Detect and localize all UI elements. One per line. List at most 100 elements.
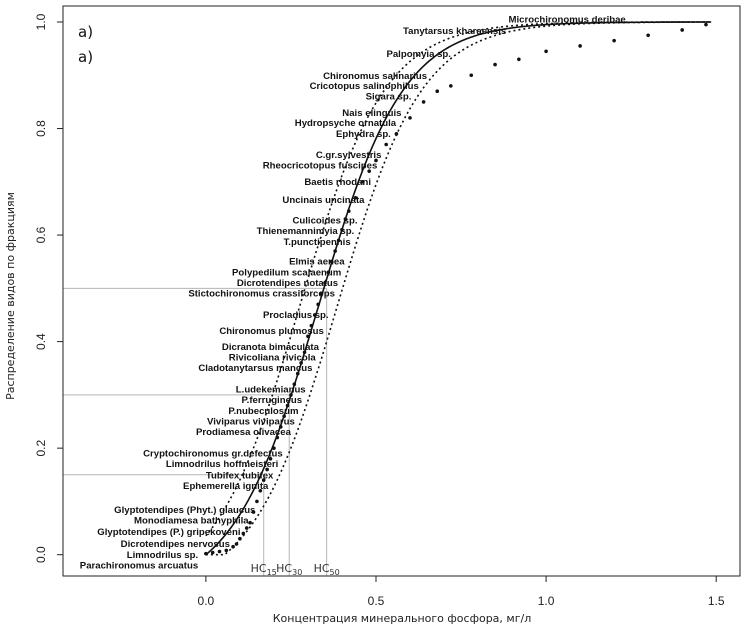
species-label-6: Nais elinguis (342, 108, 401, 119)
data-point-28 (312, 313, 317, 317)
species-label-15: T.punctipennis (284, 237, 351, 248)
data-point-56 (680, 28, 684, 32)
panel-label-2: a) (78, 48, 93, 66)
species-label-34: Glyptotendipes (Phyt.) glaucus (114, 505, 255, 516)
species-label-14: Thienemannimyia sp. (257, 226, 355, 237)
species-label-11: Baetis rhodani (304, 177, 371, 188)
data-point-36 (340, 227, 344, 232)
data-point-51 (517, 57, 521, 62)
data-point-17 (275, 435, 280, 440)
species-label-10: Rheocricotopus fuscipes (263, 160, 378, 171)
data-point-21 (289, 393, 293, 397)
species-label-21: Chironomus plumosus (219, 326, 323, 337)
x-tick-label-0: 0.0 (198, 594, 215, 608)
species-label-9: C.gr.sylvestris (316, 150, 382, 161)
data-point-14 (265, 467, 269, 472)
data-point-48 (449, 84, 453, 88)
data-points (204, 22, 708, 556)
data-point-42 (374, 158, 378, 163)
axes: 0.0 0.5 1.0 1.5 0.0 0.2 0.4 0.6 0.8 1.0 (34, 5, 741, 608)
species-label-38: Limnodrilus sp. (127, 550, 198, 561)
hc-label-1: HC30 (276, 562, 302, 577)
species-label-36: Glyptotendipes (P.) gripekoveni (97, 527, 240, 538)
species-label-18: Dicrotendipes notatus (237, 278, 338, 289)
species-label-39: Parachironomus arcuatus (80, 560, 198, 571)
data-point-18 (278, 425, 283, 429)
data-point-19 (282, 414, 286, 418)
lower-band (205, 21, 712, 537)
x-tick-label-2: 1.0 (538, 594, 555, 608)
data-point-57 (704, 22, 708, 27)
data-point-33 (329, 259, 334, 264)
data-point-2 (217, 549, 222, 554)
species-label-29: Prodiamesa olivacea (196, 427, 292, 438)
species-label-33: Ephemerella ignita (183, 481, 269, 492)
species-label-35: Monodiamesa bathyphila (134, 516, 249, 527)
data-point-8 (244, 526, 249, 530)
data-point-1 (210, 550, 215, 555)
data-point-47 (435, 89, 440, 94)
data-point-10 (251, 510, 256, 514)
species-label-5: Sigara sp. (366, 92, 412, 103)
x-tick-label-1: 0.5 (368, 594, 385, 608)
data-point-15 (268, 457, 273, 461)
data-point-31 (323, 281, 327, 285)
fit-curves (205, 21, 712, 556)
data-point-26 (306, 334, 310, 339)
species-label-22: Dicranota bimaculata (222, 342, 320, 353)
data-point-7 (241, 531, 246, 536)
species-label-12: Uncinais uncinata (282, 195, 365, 206)
species-label-17: Polypedilum scalaenum (232, 267, 341, 278)
data-point-16 (272, 446, 276, 450)
data-point-29 (316, 302, 320, 307)
data-point-45 (408, 116, 412, 120)
species-label-16: Elmis aenea (289, 257, 345, 268)
y-tick-label-3: 0.6 (34, 226, 48, 243)
species-label-20: Procladius sp. (263, 310, 329, 321)
data-point-27 (309, 323, 314, 328)
data-point-55 (646, 33, 650, 38)
data-point-0 (204, 551, 208, 556)
species-label-1: Tanytarsus kharaensis (403, 26, 506, 37)
species-label-2: Palpomyia sp. (386, 49, 451, 60)
data-point-43 (384, 142, 388, 147)
species-label-4: Cricotopus salinophilus (310, 81, 419, 92)
data-point-38 (346, 209, 351, 213)
data-point-3 (224, 548, 229, 553)
species-label-8: Ephydra sp. (336, 129, 391, 140)
y-tick-label-5: 1.0 (34, 13, 48, 30)
data-point-4 (231, 544, 235, 549)
data-point-23 (295, 371, 300, 376)
hc-label-0: HC15 (251, 562, 277, 577)
data-point-37 (343, 217, 348, 221)
data-point-30 (319, 291, 324, 296)
upper-band (205, 21, 712, 556)
plot-frame (62, 5, 741, 577)
y-tick-label-4: 0.8 (34, 120, 48, 137)
y-tick-label-1: 0.2 (34, 439, 48, 456)
species-label-7: Hydropsyche ornatula (295, 118, 397, 129)
data-point-12 (258, 488, 263, 493)
data-point-22 (292, 382, 297, 387)
data-point-6 (238, 536, 242, 541)
species-label-25: L.udekemianus (236, 385, 306, 396)
data-point-11 (255, 499, 259, 504)
data-point-24 (299, 361, 303, 365)
data-point-40 (360, 179, 365, 184)
species-label-0: Microchironomus deribae (508, 14, 625, 25)
data-point-54 (612, 38, 616, 43)
data-point-53 (578, 44, 582, 48)
data-point-35 (336, 238, 341, 243)
y-tick-label-2: 0.4 (34, 333, 48, 350)
species-label-32: Tubifex tubifex (206, 470, 274, 481)
data-point-34 (333, 249, 337, 253)
species-label-3: Chironomus salinarius (323, 71, 427, 82)
data-point-25 (302, 350, 307, 355)
species-label-13: Culicoides sp. (292, 216, 357, 227)
data-point-49 (469, 73, 474, 78)
species-label-37: Dicrotendipes nervosus (121, 539, 230, 550)
hc-guide-lines: HC15 HC30 HC50 (63, 287, 340, 577)
species-label-28: Viviparus viviparus (207, 417, 295, 428)
